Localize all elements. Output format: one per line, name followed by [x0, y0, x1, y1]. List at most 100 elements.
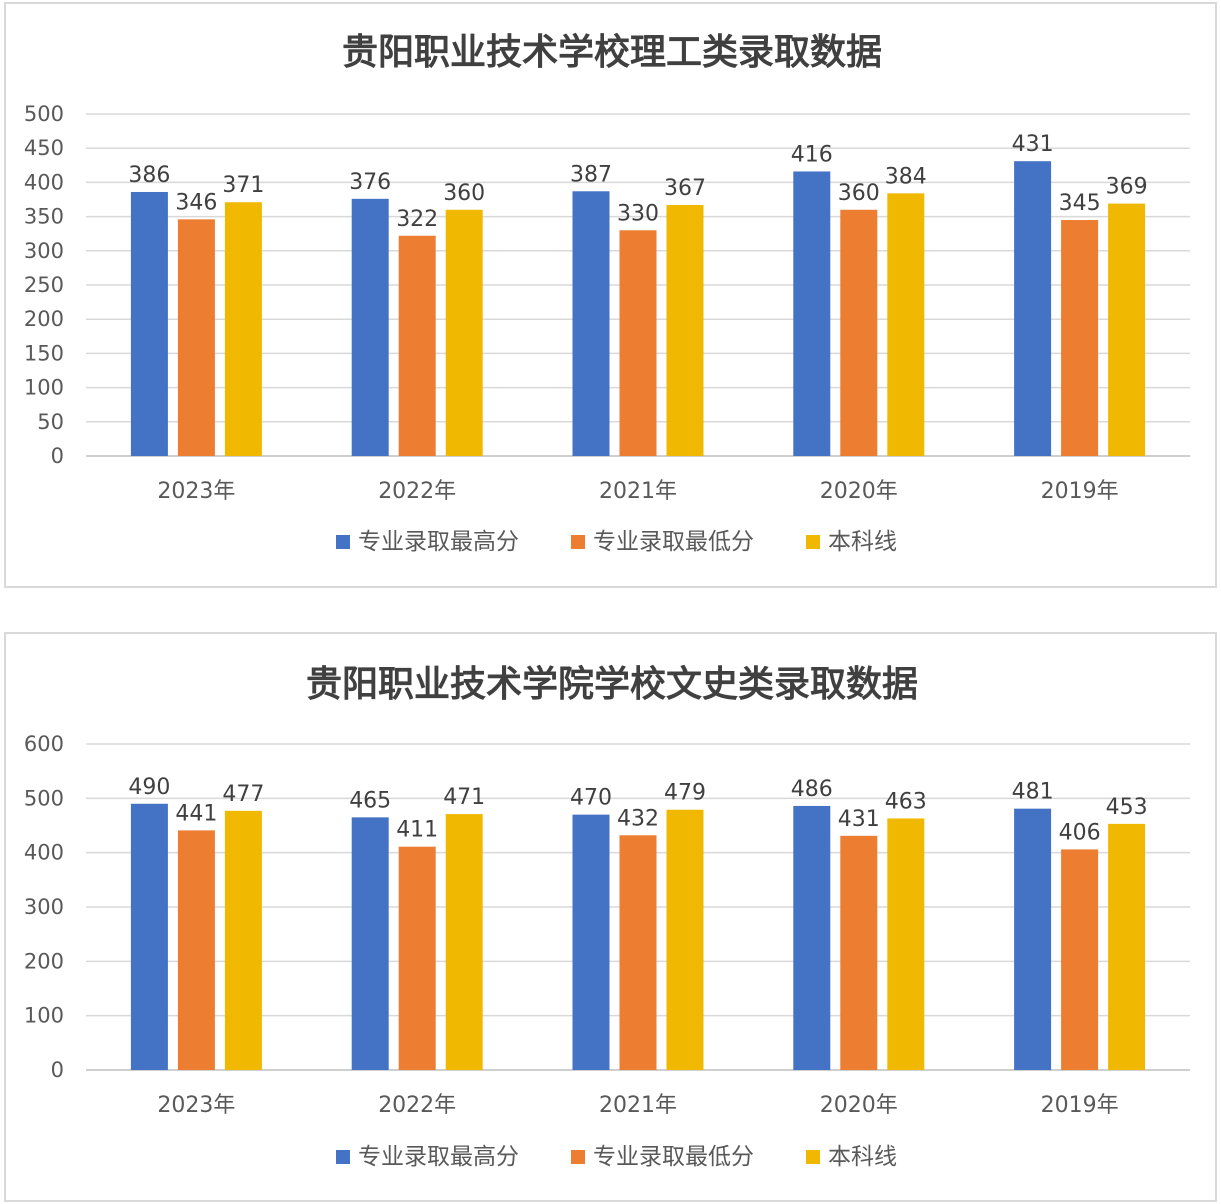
legend-label: 专业录取最高分 [358, 529, 519, 555]
bar [130, 803, 168, 1070]
bar [177, 830, 215, 1070]
data-label: 486 [791, 777, 833, 802]
bar [1014, 161, 1052, 457]
y-tick-label: 200 [24, 949, 64, 973]
bar [840, 835, 878, 1070]
legend-label: 本科线 [828, 1144, 897, 1170]
y-tick-label: 50 [37, 410, 64, 434]
bar [793, 171, 831, 456]
bar [1014, 808, 1052, 1070]
bar [572, 191, 610, 457]
bar [351, 198, 389, 457]
bar [1108, 203, 1146, 456]
x-tick-label: 2020年 [820, 1093, 898, 1118]
bar [445, 209, 483, 456]
data-label: 490 [128, 775, 170, 800]
bar [666, 809, 704, 1070]
y-tick-label: 0 [51, 1058, 64, 1082]
x-tick-label: 2019年 [1041, 1093, 1119, 1118]
y-tick-label: 200 [24, 307, 64, 331]
data-label: 441 [175, 801, 217, 826]
legend-swatch [336, 1150, 350, 1164]
bar [840, 209, 878, 456]
legend-swatch [806, 535, 820, 549]
data-label: 360 [443, 181, 485, 206]
x-tick-label: 2021年 [599, 479, 677, 504]
chart-panel-science: 贵阳职业技术学校理工类录取数据 0 50 100 150 200 250 300 350 400 4… [4, 2, 1217, 588]
data-label: 471 [443, 785, 485, 810]
data-label: 360 [838, 181, 880, 206]
x-tick-label: 2023年 [157, 479, 235, 504]
x-tick-label: 2022年 [378, 479, 456, 504]
y-tick-label: 0 [51, 444, 64, 468]
bar [130, 191, 168, 456]
legend-swatch [336, 535, 350, 549]
data-label: 463 [885, 789, 927, 814]
data-label: 376 [349, 170, 391, 195]
data-label: 330 [617, 201, 659, 226]
bar [445, 814, 483, 1070]
data-label: 386 [128, 163, 170, 188]
data-label: 345 [1059, 191, 1101, 216]
y-tick-label: 600 [24, 732, 64, 756]
bar [887, 818, 925, 1070]
data-label: 387 [570, 162, 612, 187]
legend-label: 本科线 [828, 529, 897, 555]
data-label: 367 [664, 176, 706, 201]
bar [1108, 823, 1146, 1070]
bar [398, 846, 436, 1070]
legend-label: 专业录取最高分 [358, 1144, 519, 1170]
y-tick-label: 500 [24, 786, 64, 810]
data-label: 384 [885, 164, 927, 189]
data-label: 369 [1106, 175, 1148, 200]
data-label: 477 [222, 782, 264, 807]
data-label: 432 [617, 806, 659, 831]
x-tick-label: 2022年 [378, 1093, 456, 1118]
bar [224, 202, 262, 456]
chart-panel-arts: 贵阳职业技术学院学校文史类录取数据 0 100 200 300 400 500 600 2023… [4, 632, 1217, 1202]
bar [224, 810, 262, 1070]
y-tick-label: 100 [24, 376, 64, 400]
bar-chart-science: 贵阳职业技术学校理工类录取数据 0 50 100 150 200 250 300 350 400 4… [24, 31, 1190, 555]
data-label: 322 [396, 207, 438, 232]
y-tick-label: 500 [24, 102, 64, 126]
y-tick-label: 350 [24, 205, 64, 229]
y-tick-label: 150 [24, 341, 64, 365]
x-tick-label: 2021年 [599, 1093, 677, 1118]
y-tick-label: 300 [24, 895, 64, 919]
data-label: 406 [1059, 820, 1101, 845]
bar [887, 193, 925, 456]
bar [619, 230, 657, 456]
legend-label: 专业录取最低分 [593, 529, 754, 555]
bar [351, 817, 389, 1070]
data-label: 346 [175, 190, 217, 215]
legend-swatch [571, 535, 585, 549]
bar [1061, 849, 1099, 1070]
y-tick-label: 400 [24, 841, 64, 865]
data-label: 465 [349, 788, 391, 813]
data-label: 371 [222, 173, 264, 198]
data-label: 470 [570, 786, 612, 811]
bar [793, 805, 831, 1070]
legend-label: 专业录取最低分 [593, 1144, 754, 1170]
data-label: 481 [1012, 780, 1054, 805]
chart-title: 贵阳职业技术学校理工类录取数据 [342, 31, 882, 73]
legend-swatch [806, 1150, 820, 1164]
bar [572, 814, 610, 1070]
bar [619, 835, 657, 1070]
bar [1061, 220, 1099, 456]
data-label: 416 [791, 142, 833, 167]
legend-swatch [571, 1150, 585, 1164]
chart-title: 贵阳职业技术学院学校文史类录取数据 [306, 663, 918, 705]
x-tick-label: 2023年 [157, 1093, 235, 1118]
x-tick-label: 2019年 [1041, 479, 1119, 504]
data-label: 431 [1012, 132, 1054, 157]
bar [177, 219, 215, 456]
bar-chart-arts: 贵阳职业技术学院学校文史类录取数据 0 100 200 300 400 500 600 2023… [24, 663, 1190, 1170]
y-tick-label: 300 [24, 239, 64, 263]
data-label: 479 [664, 781, 706, 806]
x-tick-label: 2020年 [820, 479, 898, 504]
data-label: 411 [396, 818, 438, 843]
y-tick-label: 450 [24, 136, 64, 160]
data-label: 453 [1106, 795, 1148, 820]
